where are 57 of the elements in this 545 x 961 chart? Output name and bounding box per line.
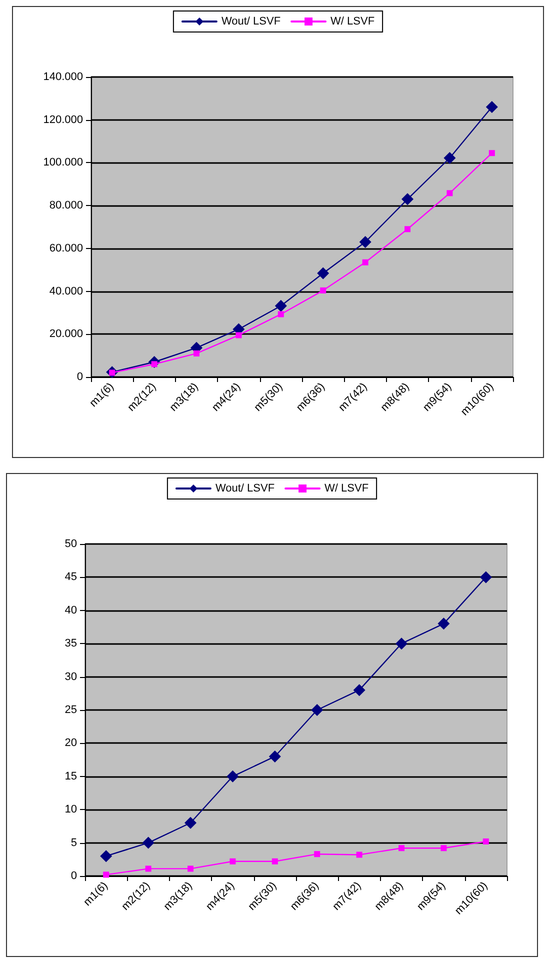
y-tick-label: 140.000 bbox=[43, 71, 83, 83]
point bbox=[444, 152, 456, 164]
point bbox=[362, 259, 368, 266]
point bbox=[446, 190, 453, 196]
point bbox=[404, 226, 410, 232]
y-tick-label: 80.000 bbox=[49, 200, 83, 212]
y-tick-label: 40 bbox=[64, 604, 77, 616]
point bbox=[398, 845, 404, 852]
y-tick-label: 10 bbox=[64, 804, 77, 816]
point bbox=[226, 770, 239, 782]
point bbox=[268, 750, 281, 762]
point bbox=[194, 350, 200, 356]
point bbox=[320, 287, 326, 294]
point bbox=[353, 684, 366, 696]
point bbox=[314, 851, 320, 858]
point bbox=[100, 850, 112, 862]
point bbox=[272, 858, 278, 864]
point bbox=[278, 311, 284, 318]
y-tick-label: 30 bbox=[64, 670, 77, 683]
point bbox=[488, 150, 495, 156]
point bbox=[402, 193, 414, 206]
point bbox=[184, 816, 196, 829]
point bbox=[188, 866, 194, 872]
point bbox=[236, 332, 242, 338]
y-tick-label: 20 bbox=[64, 737, 77, 750]
y-tick-label: 45 bbox=[64, 571, 77, 584]
point bbox=[359, 236, 372, 248]
legend-label: Wout/ LSVF bbox=[215, 482, 275, 494]
legend-label: W/ LSVF bbox=[330, 16, 375, 28]
point bbox=[396, 638, 408, 650]
point bbox=[317, 267, 330, 280]
legend-label: W/ LSVF bbox=[324, 482, 369, 494]
y-tick-label: 25 bbox=[64, 704, 77, 716]
y-tick-label: 20.000 bbox=[49, 328, 83, 340]
point bbox=[480, 571, 492, 584]
y-tick-label: 60.000 bbox=[49, 242, 83, 254]
point bbox=[103, 872, 110, 878]
y-tick-label: 50 bbox=[64, 538, 77, 550]
y-tick-label: 120.000 bbox=[43, 114, 83, 126]
point bbox=[274, 300, 287, 312]
point bbox=[230, 858, 236, 864]
y-tick-label: 100.000 bbox=[43, 156, 83, 169]
point bbox=[356, 852, 362, 858]
point bbox=[438, 618, 450, 630]
point bbox=[311, 704, 324, 716]
legend-label: Wout/ LSVF bbox=[221, 16, 281, 28]
y-tick-label: 40.000 bbox=[49, 285, 83, 298]
y-tick-label: 35 bbox=[64, 638, 77, 650]
point bbox=[486, 101, 498, 113]
y-tick-label: 5 bbox=[70, 836, 77, 849]
y-tick-label: 0 bbox=[76, 371, 83, 383]
point bbox=[145, 866, 152, 872]
y-tick-label: 0 bbox=[70, 870, 77, 882]
point bbox=[142, 836, 154, 849]
point bbox=[440, 845, 447, 852]
point bbox=[482, 838, 489, 844]
y-tick-label: 15 bbox=[64, 770, 77, 782]
